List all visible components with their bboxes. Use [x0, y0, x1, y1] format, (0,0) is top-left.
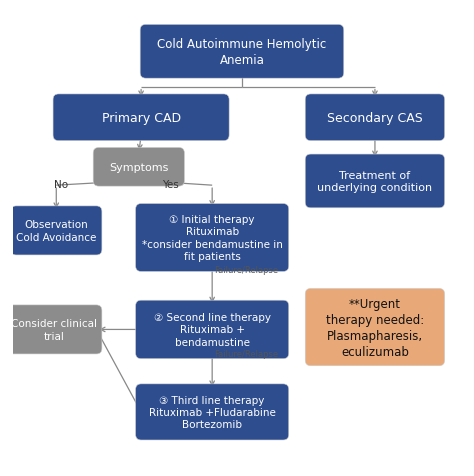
- FancyBboxPatch shape: [53, 95, 229, 141]
- Text: Treatment of
underlying condition: Treatment of underlying condition: [318, 170, 432, 193]
- FancyBboxPatch shape: [305, 155, 445, 208]
- FancyBboxPatch shape: [140, 25, 344, 79]
- Text: Observation
Cold Avoidance: Observation Cold Avoidance: [16, 220, 97, 242]
- FancyBboxPatch shape: [305, 95, 445, 141]
- Text: Failure/Relapse: Failure/Relapse: [214, 350, 279, 359]
- Text: No: No: [54, 179, 68, 189]
- Text: ② Second line therapy
Rituximab +
bendamustine: ② Second line therapy Rituximab + bendam…: [154, 312, 271, 347]
- Text: Consider clinical
trial: Consider clinical trial: [11, 318, 97, 341]
- FancyBboxPatch shape: [305, 289, 445, 366]
- Text: ③ Third line therapy
Rituximab +Fludarabine
Bortezomib: ③ Third line therapy Rituximab +Fludarab…: [149, 395, 275, 429]
- FancyBboxPatch shape: [136, 384, 289, 440]
- Text: Secondary CAS: Secondary CAS: [327, 111, 423, 125]
- FancyBboxPatch shape: [6, 305, 102, 354]
- Text: Symptoms: Symptoms: [109, 162, 168, 172]
- Text: Failure/Relapse: Failure/Relapse: [214, 266, 279, 275]
- FancyBboxPatch shape: [93, 148, 184, 187]
- FancyBboxPatch shape: [136, 204, 289, 272]
- Text: Yes: Yes: [163, 179, 179, 189]
- FancyBboxPatch shape: [10, 207, 102, 256]
- Text: **Urgent
therapy needed:
Plasmapharesis,
eculizumab: **Urgent therapy needed: Plasmapharesis,…: [326, 297, 424, 358]
- Text: ① Initial therapy
Rituximab
*consider bendamustine in
fit patients: ① Initial therapy Rituximab *consider be…: [142, 215, 283, 261]
- FancyBboxPatch shape: [136, 300, 289, 359]
- Text: Cold Autoimmune Hemolytic
Anemia: Cold Autoimmune Hemolytic Anemia: [157, 38, 327, 67]
- Text: Primary CAD: Primary CAD: [101, 111, 181, 125]
